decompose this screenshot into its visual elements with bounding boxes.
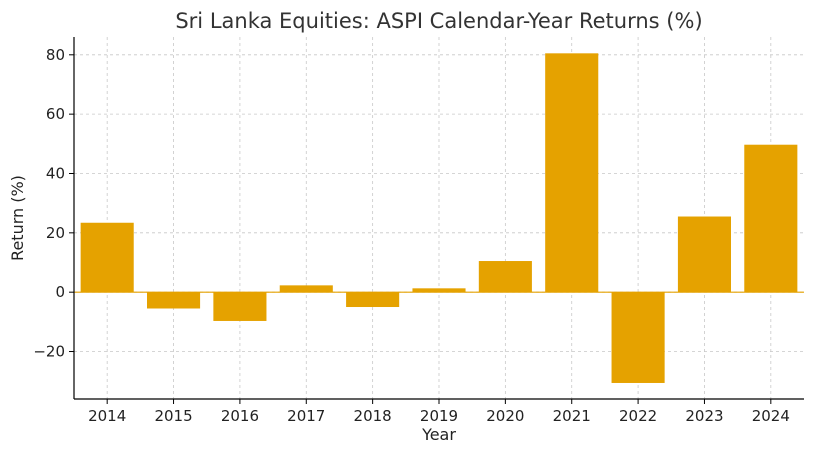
bar-2014 bbox=[80, 222, 134, 293]
x-tick-label: 2017 bbox=[287, 407, 325, 425]
x-tick-label: 2019 bbox=[420, 407, 458, 425]
bar-2020 bbox=[478, 261, 532, 293]
y-tick-label: 20 bbox=[46, 224, 65, 242]
y-axis-label: Return (%) bbox=[8, 175, 27, 261]
y-tick-label: −20 bbox=[33, 343, 65, 361]
bar-2015 bbox=[147, 292, 201, 309]
bar-2021 bbox=[545, 53, 599, 293]
bar-2017 bbox=[279, 285, 333, 293]
x-axis-label: Year bbox=[421, 425, 456, 444]
x-tick-label: 2024 bbox=[752, 407, 790, 425]
chart-title: Sri Lanka Equities: ASPI Calendar-Year R… bbox=[175, 9, 702, 33]
bar-2022 bbox=[611, 292, 665, 383]
bar-2018 bbox=[346, 292, 400, 308]
x-tick-label: 2016 bbox=[221, 407, 259, 425]
x-tick-label: 2015 bbox=[154, 407, 192, 425]
x-tick-label: 2014 bbox=[88, 407, 126, 425]
bar-2019 bbox=[412, 288, 466, 293]
y-tick-label: 0 bbox=[55, 283, 65, 301]
x-tick-label: 2023 bbox=[685, 407, 723, 425]
bar-2024 bbox=[744, 144, 798, 293]
x-axis-ticks: 2014 2015 2016 2017 2018 2019 2020 2021 2022 2023… bbox=[88, 399, 790, 425]
x-tick-label: 2018 bbox=[354, 407, 392, 425]
x-tick-label: 2020 bbox=[486, 407, 524, 425]
x-tick-label: 2021 bbox=[553, 407, 591, 425]
bar-2023 bbox=[677, 216, 731, 293]
y-tick-label: 60 bbox=[46, 105, 65, 123]
y-tick-label: 40 bbox=[46, 164, 65, 182]
y-tick-label: 80 bbox=[46, 46, 65, 64]
y-axis-ticks: −20 0 20 40 60 80 bbox=[33, 46, 74, 361]
bars bbox=[80, 53, 798, 383]
bar-2016 bbox=[213, 292, 267, 321]
x-tick-label: 2022 bbox=[619, 407, 657, 425]
